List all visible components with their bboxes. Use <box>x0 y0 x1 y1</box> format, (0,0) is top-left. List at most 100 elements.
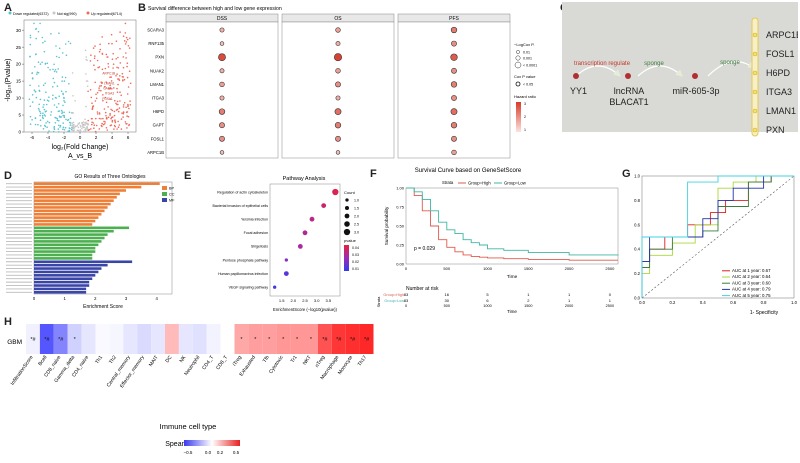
volcano-point <box>28 98 31 100</box>
go-bar <box>34 216 99 219</box>
volcano-point <box>74 125 77 127</box>
risk-value: 5 <box>486 292 489 297</box>
volcano-point <box>94 45 96 47</box>
go-xtick-label: 0 <box>33 296 36 301</box>
legend-ns: Not sig(990) <box>57 12 77 16</box>
volcano-point <box>72 95 74 97</box>
km-pvalue: p = 0.029 <box>414 246 435 252</box>
pathway-dot <box>321 203 327 208</box>
gene-label: PXN <box>155 55 164 60</box>
gene-label: ITGA3 <box>152 96 165 101</box>
volcano-point <box>72 121 75 124</box>
volcano-point <box>69 42 72 45</box>
volcano-point <box>43 114 46 116</box>
volcano-point <box>42 128 45 130</box>
legend-pvalue-bar <box>344 245 349 271</box>
volcano-point <box>62 122 64 124</box>
volcano-point <box>103 86 106 88</box>
volcano-point <box>125 36 128 39</box>
legend-count-dot <box>344 205 350 211</box>
heatmap-col-label: CD4_T <box>201 355 215 371</box>
volcano-point <box>125 52 127 54</box>
survival-dot <box>219 68 225 74</box>
volcano-point <box>42 84 45 86</box>
survival-dot <box>219 135 225 142</box>
volcano-point <box>125 106 127 109</box>
volcano-point <box>64 127 67 129</box>
volcano-point <box>125 41 128 43</box>
go-bar <box>34 189 126 192</box>
volcano-point <box>111 109 114 112</box>
volcano-legend: Down regulated(6372) Not sig(990) Up reg… <box>8 11 122 16</box>
volcano-point <box>101 68 104 71</box>
volcano-point <box>120 94 122 97</box>
volcano-point <box>45 103 48 106</box>
volcano-point <box>41 116 44 118</box>
pathway-xtick-label: 3.5 <box>326 298 332 303</box>
survival-dot <box>219 150 225 155</box>
heatmap-col-label: NK <box>179 354 188 364</box>
pathway-x-ticks: 1.5 2.0 2.5 3.0 3.5 <box>279 298 332 303</box>
volcano-point <box>45 91 47 93</box>
volcano-point <box>71 123 74 125</box>
go-bar <box>34 274 96 277</box>
legend-size-dot-3 <box>514 61 522 69</box>
heatmap-col-label: Tfh <box>262 355 271 365</box>
volcano-point <box>128 123 130 126</box>
heatmap-xlabel: Immune cell type <box>160 422 217 431</box>
pathway-dot <box>284 258 288 262</box>
roc-x-ticks: 0.0 0.2 0.4 0.6 0.8 1.0 <box>639 300 797 305</box>
risk-xtick-label: 1000 <box>483 304 491 308</box>
volcano-point <box>114 125 116 128</box>
volcano-point <box>105 81 107 83</box>
volcano-point <box>63 111 65 114</box>
volcano-point <box>106 56 108 58</box>
volcano-point <box>126 38 129 41</box>
target-gene: ARPC1B <box>766 30 798 40</box>
volcano-point <box>100 85 103 87</box>
pathway-xtick-label: 3.0 <box>314 298 320 303</box>
legend-dot-down <box>8 11 12 15</box>
volcano-point <box>62 104 64 107</box>
heatmap-cell <box>345 324 360 354</box>
go-bar <box>34 212 102 216</box>
legend-pvalue-label: 0.04 <box>352 246 359 250</box>
survival-dots <box>218 26 458 156</box>
survival-dot <box>451 95 457 101</box>
volcano-point <box>109 124 112 127</box>
risk-value: 6 <box>486 298 489 303</box>
heatmap-cell <box>234 324 249 354</box>
go-bar <box>34 270 99 274</box>
target-dot <box>752 51 758 57</box>
volcano-point <box>117 67 120 69</box>
volcano-point <box>34 117 37 119</box>
volcano-point <box>94 130 97 133</box>
heatmap-col-label: Tr1 <box>290 355 299 365</box>
volcano-point <box>98 87 100 89</box>
legend-size-dot-1 <box>516 50 520 54</box>
volcano-point <box>118 124 121 126</box>
volcano-point <box>89 89 92 91</box>
risk-row-label: Group=Low <box>384 299 404 303</box>
volcano-point <box>80 130 82 132</box>
roc-legend-label: AUC at 2 year: 0.64 <box>732 274 771 279</box>
volcano-point <box>56 106 58 108</box>
volcano-point <box>81 125 84 127</box>
legend-mf: MF <box>169 199 175 203</box>
volcano-point <box>63 116 66 118</box>
volcano-point <box>48 96 50 98</box>
go-bar <box>34 263 108 267</box>
pathway-dotplot: Pathway Analysis Regulation of actin cyt… <box>212 176 359 312</box>
volcano-point <box>119 62 122 64</box>
survival-dot <box>450 122 458 129</box>
volcano-point <box>111 88 113 90</box>
volcano-point <box>75 131 78 133</box>
heatmap-cell <box>290 324 304 354</box>
heatmap-cell <box>95 324 110 354</box>
volcano-point <box>48 121 51 124</box>
heatmap-cell <box>67 324 82 354</box>
volcano-point <box>128 70 131 72</box>
go-bar <box>34 284 90 287</box>
legend-count-dot <box>345 198 349 202</box>
volcano-point <box>114 99 116 102</box>
